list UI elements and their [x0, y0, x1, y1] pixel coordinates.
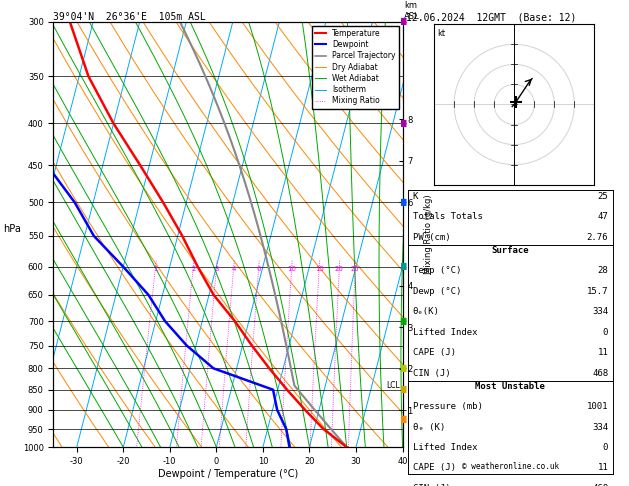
Text: Lifted Index: Lifted Index: [413, 443, 477, 452]
Text: θₑ(K): θₑ(K): [413, 307, 440, 316]
Text: 334: 334: [592, 307, 608, 316]
Text: █: █: [400, 416, 405, 423]
Text: 468: 468: [592, 368, 608, 378]
Text: █: █: [400, 263, 405, 270]
Text: 3: 3: [214, 265, 219, 272]
Text: © weatheronline.co.uk: © weatheronline.co.uk: [462, 462, 559, 471]
Text: 10: 10: [287, 265, 296, 272]
Text: CAPE (J): CAPE (J): [413, 464, 455, 472]
Text: Pressure (mb): Pressure (mb): [413, 402, 482, 411]
Text: km
ASL: km ASL: [404, 1, 420, 20]
Text: 468: 468: [592, 484, 608, 486]
Text: Dewp (°C): Dewp (°C): [413, 287, 461, 296]
X-axis label: Dewpoint / Temperature (°C): Dewpoint / Temperature (°C): [158, 469, 298, 479]
Legend: Temperature, Dewpoint, Parcel Trajectory, Dry Adiabat, Wet Adiabat, Isotherm, Mi: Temperature, Dewpoint, Parcel Trajectory…: [311, 26, 399, 108]
Text: █: █: [400, 386, 405, 393]
Text: 4: 4: [231, 265, 236, 272]
Text: 12.06.2024  12GMT  (Base: 12): 12.06.2024 12GMT (Base: 12): [406, 12, 576, 22]
Text: LCL: LCL: [386, 381, 400, 390]
Text: CIN (J): CIN (J): [413, 368, 450, 378]
Text: Surface: Surface: [492, 246, 529, 255]
Text: 15: 15: [315, 265, 324, 272]
Text: kt: kt: [437, 29, 445, 38]
Text: 25: 25: [598, 192, 608, 201]
Text: █: █: [400, 199, 405, 206]
Text: Lifted Index: Lifted Index: [413, 328, 477, 337]
Text: 25: 25: [351, 265, 360, 272]
Text: 6: 6: [257, 265, 261, 272]
Text: K: K: [413, 192, 418, 201]
Text: 15.7: 15.7: [587, 287, 608, 296]
Text: █: █: [400, 317, 405, 325]
Text: 11: 11: [598, 464, 608, 472]
Text: 1: 1: [153, 265, 158, 272]
Text: Totals Totals: Totals Totals: [413, 212, 482, 222]
Text: █: █: [400, 364, 405, 372]
Y-axis label: hPa: hPa: [3, 225, 21, 235]
Text: █: █: [400, 120, 405, 127]
Text: 28: 28: [598, 266, 608, 276]
Text: 2: 2: [191, 265, 196, 272]
Text: █: █: [400, 18, 405, 25]
Text: CIN (J): CIN (J): [413, 484, 450, 486]
Text: 0: 0: [603, 328, 608, 337]
Text: 0: 0: [603, 443, 608, 452]
Text: 1001: 1001: [587, 402, 608, 411]
Text: θₑ (K): θₑ (K): [413, 423, 445, 432]
Text: Temp (°C): Temp (°C): [413, 266, 461, 276]
Text: PW (cm): PW (cm): [413, 233, 450, 242]
Text: 20: 20: [335, 265, 344, 272]
Text: CAPE (J): CAPE (J): [413, 348, 455, 357]
Text: 39°04'N  26°36'E  105m ASL: 39°04'N 26°36'E 105m ASL: [53, 12, 206, 22]
Text: 2.76: 2.76: [587, 233, 608, 242]
Text: Most Unstable: Most Unstable: [476, 382, 545, 391]
Text: 11: 11: [598, 348, 608, 357]
Text: 334: 334: [592, 423, 608, 432]
Text: 47: 47: [598, 212, 608, 222]
Text: Mixing Ratio (g/kg): Mixing Ratio (g/kg): [424, 195, 433, 274]
